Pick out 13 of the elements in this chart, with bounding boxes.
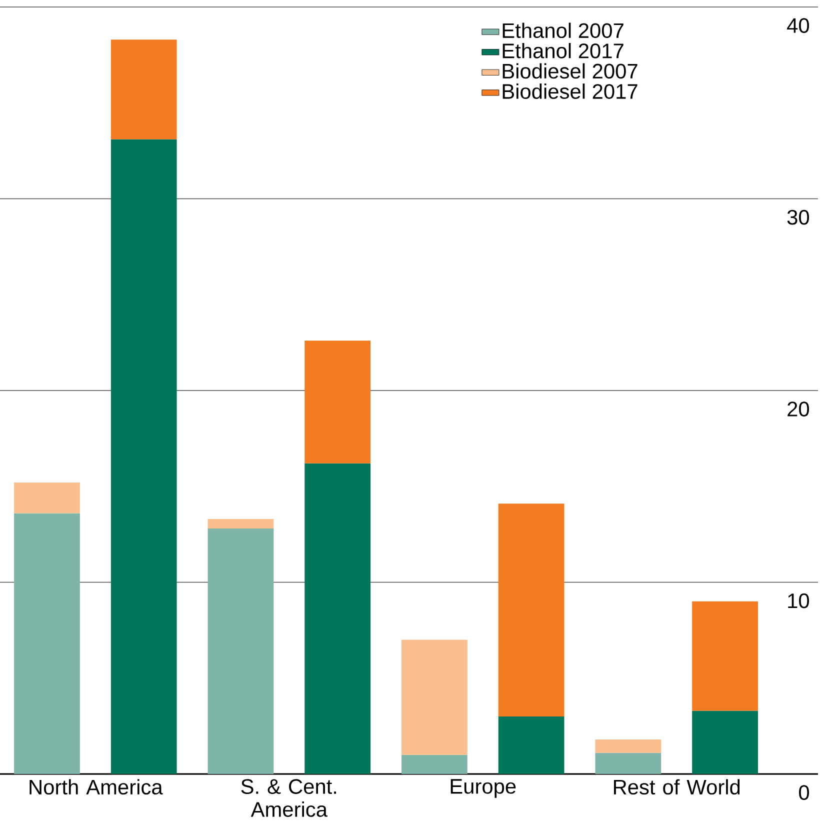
x-tick-label: S. & Cent. America bbox=[241, 779, 336, 817]
y-tick-label: 10 bbox=[788, 593, 810, 608]
x-tick-label: North America bbox=[30, 779, 163, 795]
y-tick-label: 30 bbox=[787, 210, 810, 225]
y-tick-label: 20 bbox=[788, 402, 810, 416]
legend-label: Ethanol 2017 bbox=[502, 42, 624, 58]
x-tick-label: Rest of World bbox=[614, 779, 740, 795]
legend-label: Ethanol 2007 bbox=[502, 22, 624, 38]
x-tick-label: Europe bbox=[450, 779, 516, 798]
legend-label: Biodiesel 2007 bbox=[502, 63, 638, 79]
y-tick-label: 40 bbox=[787, 18, 810, 33]
legend-label: Biodiesel 2017 bbox=[502, 84, 638, 99]
y-tick-label: 0 bbox=[799, 785, 810, 800]
